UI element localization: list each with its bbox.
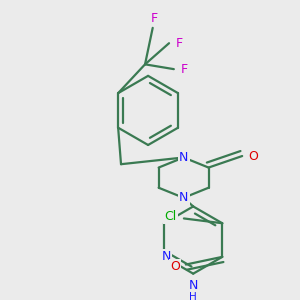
- Text: F: F: [176, 37, 183, 50]
- Text: O: O: [248, 149, 258, 163]
- Text: F: F: [181, 63, 188, 76]
- Text: N: N: [188, 279, 198, 292]
- Text: N: N: [179, 191, 188, 204]
- Text: N: N: [161, 250, 171, 263]
- Text: O: O: [170, 260, 180, 273]
- Text: N: N: [179, 151, 188, 164]
- Text: F: F: [151, 12, 158, 25]
- Text: Cl: Cl: [164, 210, 177, 223]
- Text: H: H: [189, 292, 197, 300]
